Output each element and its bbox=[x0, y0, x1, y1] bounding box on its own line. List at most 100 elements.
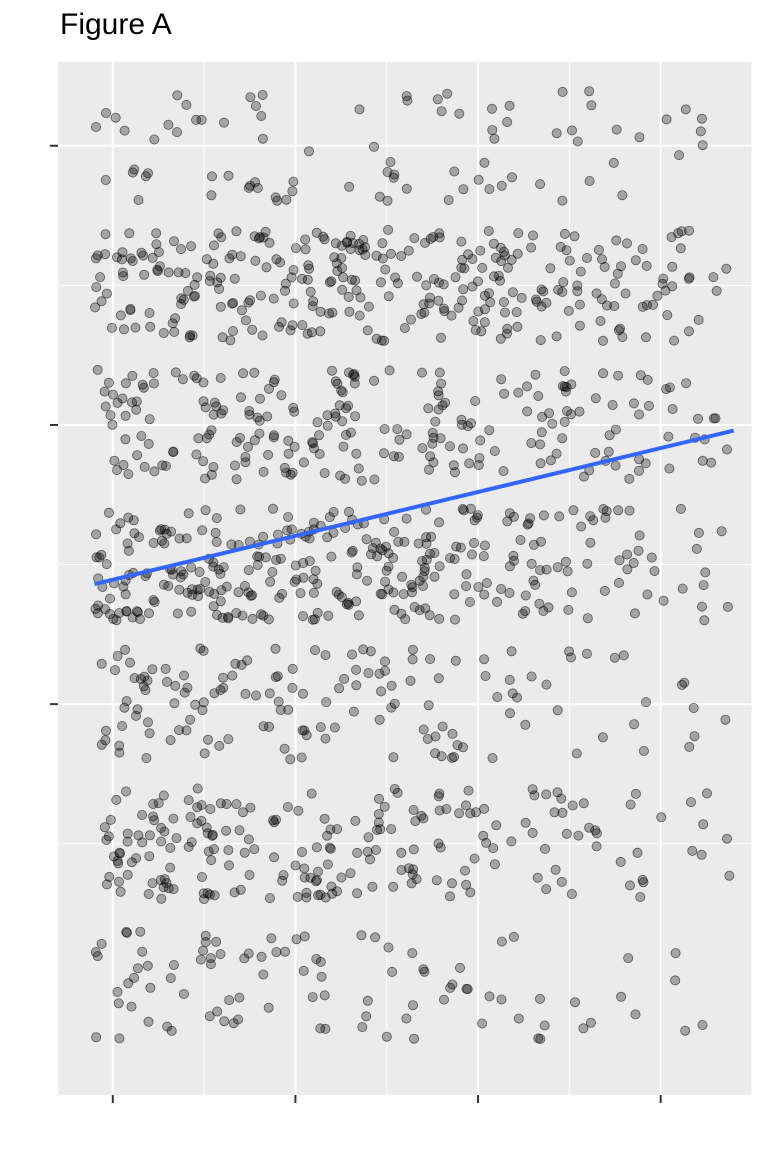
data-point bbox=[119, 125, 130, 136]
data-point bbox=[114, 1033, 125, 1044]
data-point bbox=[235, 251, 246, 262]
data-point bbox=[591, 841, 602, 852]
data-point bbox=[141, 753, 152, 764]
data-point bbox=[205, 270, 216, 281]
data-point bbox=[590, 447, 601, 458]
data-point bbox=[656, 812, 667, 823]
data-point bbox=[664, 382, 675, 393]
data-point bbox=[387, 966, 398, 977]
data-point bbox=[322, 830, 333, 841]
data-point bbox=[388, 752, 399, 763]
data-point bbox=[609, 278, 620, 289]
data-point bbox=[297, 320, 308, 331]
data-point bbox=[209, 890, 220, 901]
data-point bbox=[425, 654, 436, 665]
data-point bbox=[245, 802, 256, 813]
data-point bbox=[522, 519, 533, 530]
data-point bbox=[598, 335, 609, 346]
data-point bbox=[126, 1001, 137, 1012]
data-point bbox=[156, 524, 167, 535]
data-point bbox=[380, 541, 391, 552]
data-point bbox=[684, 741, 695, 752]
data-point bbox=[117, 721, 128, 732]
data-point bbox=[132, 963, 143, 974]
data-point bbox=[119, 324, 130, 335]
data-point bbox=[208, 844, 219, 855]
data-point bbox=[144, 830, 155, 841]
data-point bbox=[392, 278, 403, 289]
data-point bbox=[169, 698, 180, 709]
data-point bbox=[616, 261, 627, 272]
data-point bbox=[101, 879, 112, 890]
data-point bbox=[428, 457, 439, 468]
data-point bbox=[142, 960, 153, 971]
data-point bbox=[123, 469, 134, 480]
data-point bbox=[336, 872, 347, 883]
data-point bbox=[243, 834, 254, 845]
data-point bbox=[144, 728, 155, 739]
data-point bbox=[686, 797, 697, 808]
data-point bbox=[432, 94, 443, 105]
data-point bbox=[350, 411, 361, 422]
data-point bbox=[103, 831, 114, 842]
data-point bbox=[171, 833, 182, 844]
data-point bbox=[183, 841, 194, 852]
data-point bbox=[697, 140, 708, 151]
data-point bbox=[198, 456, 209, 467]
data-point bbox=[437, 721, 448, 732]
data-point bbox=[635, 892, 646, 903]
data-point bbox=[191, 373, 202, 384]
data-point bbox=[535, 439, 546, 450]
data-point bbox=[344, 181, 355, 192]
data-point bbox=[116, 254, 127, 265]
data-point bbox=[230, 658, 241, 669]
data-point bbox=[139, 671, 150, 682]
data-point bbox=[117, 247, 128, 258]
data-point bbox=[409, 1033, 420, 1044]
data-point bbox=[358, 644, 369, 655]
data-point bbox=[513, 1013, 524, 1024]
data-point bbox=[502, 117, 513, 128]
data-point bbox=[324, 277, 335, 288]
data-point bbox=[558, 277, 569, 288]
data-point bbox=[280, 278, 291, 289]
data-point bbox=[172, 90, 183, 101]
data-point bbox=[549, 807, 560, 818]
data-point bbox=[277, 588, 288, 599]
data-point bbox=[178, 569, 189, 580]
data-point bbox=[192, 272, 203, 283]
data-point bbox=[711, 285, 722, 296]
data-point bbox=[346, 274, 357, 285]
data-point bbox=[315, 1023, 326, 1034]
data-point bbox=[423, 464, 434, 475]
data-point bbox=[393, 536, 404, 547]
data-point bbox=[207, 829, 218, 840]
data-point bbox=[630, 788, 641, 799]
data-point bbox=[163, 267, 174, 278]
data-point bbox=[186, 837, 197, 848]
data-point bbox=[136, 247, 147, 258]
data-point bbox=[117, 267, 128, 278]
data-point bbox=[447, 728, 458, 739]
data-point bbox=[613, 370, 624, 381]
data-point bbox=[604, 430, 615, 441]
data-point bbox=[407, 1000, 418, 1011]
data-point bbox=[449, 614, 460, 625]
data-point bbox=[114, 847, 125, 858]
data-point bbox=[112, 252, 123, 263]
data-point bbox=[597, 254, 608, 265]
data-point bbox=[178, 989, 189, 1000]
data-point bbox=[388, 552, 399, 563]
data-point bbox=[258, 721, 269, 732]
data-point bbox=[423, 403, 434, 414]
data-point bbox=[343, 291, 354, 302]
data-point bbox=[283, 448, 294, 459]
data-point bbox=[516, 292, 527, 303]
data-point bbox=[466, 549, 477, 560]
data-point bbox=[473, 460, 484, 471]
data-point bbox=[507, 688, 518, 699]
data-point bbox=[660, 285, 671, 296]
data-point bbox=[319, 813, 330, 824]
data-point bbox=[154, 525, 165, 536]
